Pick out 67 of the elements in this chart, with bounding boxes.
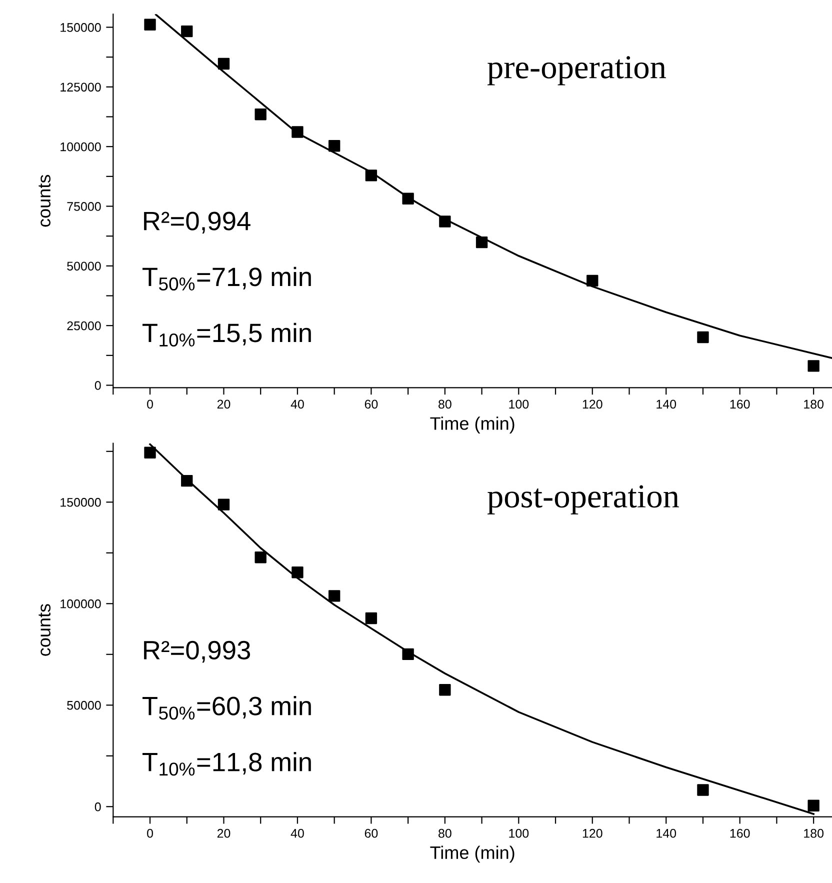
point <box>808 360 820 372</box>
x-tick-label: 60 <box>364 828 378 838</box>
x-axis-title: Time (min) <box>430 416 514 434</box>
point <box>254 552 266 564</box>
x-tick-label: 160 <box>730 828 750 838</box>
x-tick-label: 120 <box>582 400 602 409</box>
point <box>365 170 378 182</box>
annotation: R²=0,993 <box>144 640 250 663</box>
x-tick-label: 60 <box>364 400 378 409</box>
point <box>218 498 230 510</box>
point <box>402 648 414 660</box>
point <box>439 216 451 228</box>
point <box>292 126 304 138</box>
x-tick-label: 120 <box>582 828 602 838</box>
y-axis-title: counts <box>38 604 51 656</box>
x-tick-label: 0 <box>147 400 154 409</box>
point <box>697 331 709 344</box>
x-tick-label: 40 <box>290 400 304 409</box>
y-tick-label: 125000 <box>60 82 101 92</box>
point <box>586 274 598 287</box>
x-tick-label: 140 <box>656 400 676 409</box>
y-tick-label: 150000 <box>60 23 101 32</box>
y-tick-label: 50000 <box>67 700 101 710</box>
x-tick-label: 0 <box>147 828 154 838</box>
point <box>808 800 820 812</box>
annotation: T$_{50%}$=71,9 min <box>142 266 311 291</box>
x-tick-label: 160 <box>730 400 750 409</box>
annotation: T$_{10%}$=15,5 min <box>142 322 311 347</box>
x-tick-label: 100 <box>509 828 529 838</box>
y-tick-label: 0 <box>94 802 101 812</box>
point <box>144 446 156 458</box>
y-tick-label: 50000 <box>67 262 101 271</box>
annotation: post-operation <box>487 485 679 514</box>
y-tick-label: 100000 <box>60 599 101 608</box>
point <box>328 140 340 152</box>
point <box>144 18 156 30</box>
x-tick-label: 180 <box>804 828 824 838</box>
x-tick-label: 100 <box>509 400 529 409</box>
annotation: R²=0,994 <box>144 212 250 234</box>
point <box>254 108 266 120</box>
x-tick-label: 20 <box>217 400 230 409</box>
x-tick-label: 40 <box>290 828 304 838</box>
point <box>328 590 340 602</box>
y-tick-label: 100000 <box>60 142 101 152</box>
point <box>697 784 709 796</box>
point <box>181 474 193 487</box>
x-tick-label: 180 <box>804 400 824 409</box>
annotation: pre-operation <box>487 56 666 86</box>
annotation: T$_{50%}$=60,3 min <box>142 696 311 720</box>
x-axis-title: Time (min) <box>430 846 514 863</box>
y-tick-label: 75000 <box>67 202 101 211</box>
y-tick-label: 150000 <box>60 498 101 507</box>
point <box>365 612 378 624</box>
point <box>476 236 488 248</box>
y-tick-label: 0 <box>94 381 101 390</box>
x-tick-label: 80 <box>438 828 452 838</box>
x-tick-label: 20 <box>217 828 230 838</box>
y-axis-title: counts <box>38 174 51 227</box>
point <box>402 192 414 204</box>
point <box>439 684 451 696</box>
annotation: T$_{10%}$=11,8 min <box>142 752 311 776</box>
point <box>181 25 193 38</box>
y-tick-label: 25000 <box>67 321 101 330</box>
x-tick-label: 80 <box>438 400 452 409</box>
point <box>292 566 304 578</box>
x-tick-label: 140 <box>656 828 676 838</box>
point <box>218 58 230 70</box>
